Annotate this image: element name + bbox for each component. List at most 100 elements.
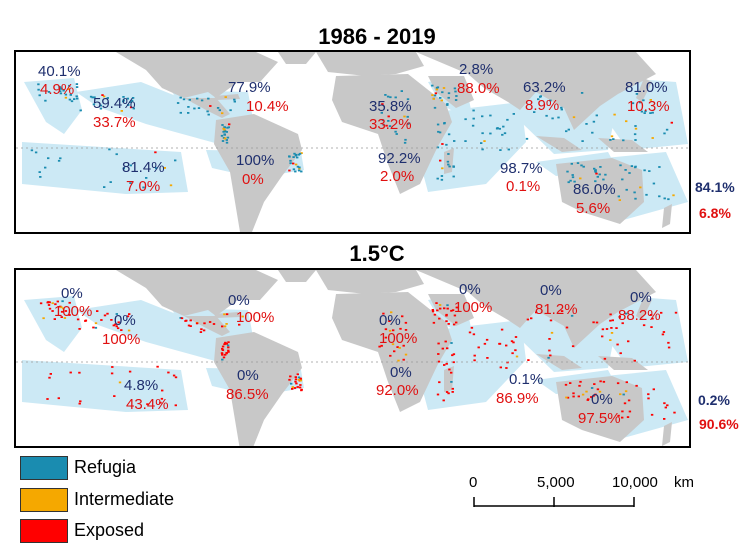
legend-swatch-refugia: [20, 456, 68, 480]
reef-cell-8: [60, 310, 64, 313]
reef-cell-263: [630, 165, 634, 167]
reef-cell-287: [227, 341, 230, 344]
reef-cell-40: [132, 107, 135, 110]
reef-cell-89: [289, 375, 292, 378]
reef-cell-273: [590, 387, 594, 389]
reef-cell-71: [146, 403, 149, 406]
reef-cell-200: [565, 326, 569, 329]
reef-cell-12: [37, 88, 40, 91]
reef-cell-91: [292, 156, 295, 158]
reef-cell-13: [62, 89, 65, 92]
reef-cell-6: [53, 318, 56, 320]
reef-cell-42: [129, 101, 132, 103]
reef-cell-116: [404, 321, 408, 324]
reef-cell-26: [89, 95, 93, 98]
reef-cell-76: [160, 397, 164, 400]
reef-cell-259: [633, 191, 636, 194]
reef-cell-225: [651, 111, 654, 114]
reef-cell-177: [515, 355, 519, 358]
reef-cell-43: [120, 110, 123, 112]
reef-cell-9: [47, 304, 51, 306]
reef-cell-114: [395, 133, 398, 135]
reef-cell-144: [455, 95, 458, 97]
reef-cell-86: [46, 398, 49, 400]
reef-cell-153: [441, 91, 444, 94]
reef-cell-17: [69, 94, 72, 96]
reef-cell-226: [667, 346, 671, 349]
reef-cell-216: [535, 311, 538, 314]
reef-cell-156: [440, 175, 444, 177]
reef-cell-258: [667, 198, 670, 201]
landmass-2: [184, 98, 230, 118]
reef-cell-7: [38, 94, 41, 97]
reef-cell-165: [447, 163, 450, 166]
reef-cell-58: [206, 110, 209, 113]
reef-cell-251: [652, 388, 655, 391]
reef-cell-292: [224, 353, 227, 356]
reef-cell-117: [403, 141, 407, 144]
reef-cell-104: [293, 387, 297, 389]
reef-cell-181: [501, 133, 504, 136]
reef-cell-27: [76, 97, 79, 100]
reef-cell-81: [48, 376, 51, 379]
reef-cell-38: [91, 96, 94, 99]
reef-cell-107: [291, 386, 294, 388]
reef-cell-34: [126, 315, 130, 318]
reef-cell-145: [446, 103, 449, 105]
reef-cell-60: [189, 319, 192, 322]
reef-cell-134: [431, 309, 434, 311]
total-refugia-1-5c: 0.2%: [698, 392, 730, 408]
reef-cell-37: [117, 321, 120, 324]
reef-cell-135: [443, 307, 446, 310]
reef-cell-274: [579, 380, 582, 383]
reef-cell-266: [578, 384, 581, 387]
reef-cell-263: [625, 381, 628, 384]
reef-cell-62: [199, 331, 203, 333]
reef-cell-202: [560, 108, 563, 111]
reef-cell-46: [233, 98, 236, 101]
reef-cell-254: [621, 410, 624, 413]
reef-cell-25: [94, 322, 98, 325]
reef-cell-75: [145, 177, 148, 179]
reef-cell-28: [115, 313, 118, 315]
reef-cell-194: [481, 148, 484, 151]
reef-cell-93: [292, 168, 296, 171]
reef-cell-264: [594, 180, 597, 183]
region-7-exposed: 2.0%: [380, 168, 415, 185]
reef-cell-241: [610, 327, 613, 329]
reef-cell-217: [550, 331, 554, 334]
reef-cell-290: [225, 141, 229, 144]
reef-cell-107: [288, 169, 291, 172]
reef-cell-154: [438, 381, 441, 384]
reef-cell-257: [622, 393, 625, 396]
reef-cell-2: [68, 314, 71, 316]
reef-cell-207: [603, 357, 607, 360]
reef-cell-46: [200, 328, 203, 331]
reef-cell-283: [587, 398, 590, 401]
reef-cell-284: [564, 383, 568, 386]
reef-cell-119: [407, 122, 411, 125]
reef-cell-72: [57, 159, 61, 162]
reef-cell-189: [514, 336, 518, 338]
reef-cell-201: [580, 92, 584, 94]
reef-cell-88: [300, 152, 303, 154]
reef-cell-98: [299, 384, 302, 386]
reef-cell-102: [288, 155, 291, 158]
reef-cell-36: [92, 103, 96, 106]
reef-cell-285: [602, 178, 605, 181]
reef-cell-184: [499, 366, 502, 369]
reef-cell-262: [658, 195, 661, 198]
reef-cell-229: [619, 352, 622, 355]
region-8-exposed: 8.9%: [525, 97, 560, 114]
reef-cell-84: [174, 404, 177, 407]
region-3-exposed: 7.0%: [126, 178, 161, 195]
reef-cell-100: [297, 153, 300, 156]
landmass-11: [536, 136, 582, 152]
reef-cell-237: [622, 139, 625, 142]
reef-cell-175: [442, 399, 445, 402]
landmass-12: [598, 138, 648, 152]
region-4-exposed: 86.5%: [226, 386, 269, 403]
reef-cell-4: [68, 301, 71, 304]
reef-cell-150: [440, 99, 443, 102]
reef-cell-210: [549, 354, 552, 357]
